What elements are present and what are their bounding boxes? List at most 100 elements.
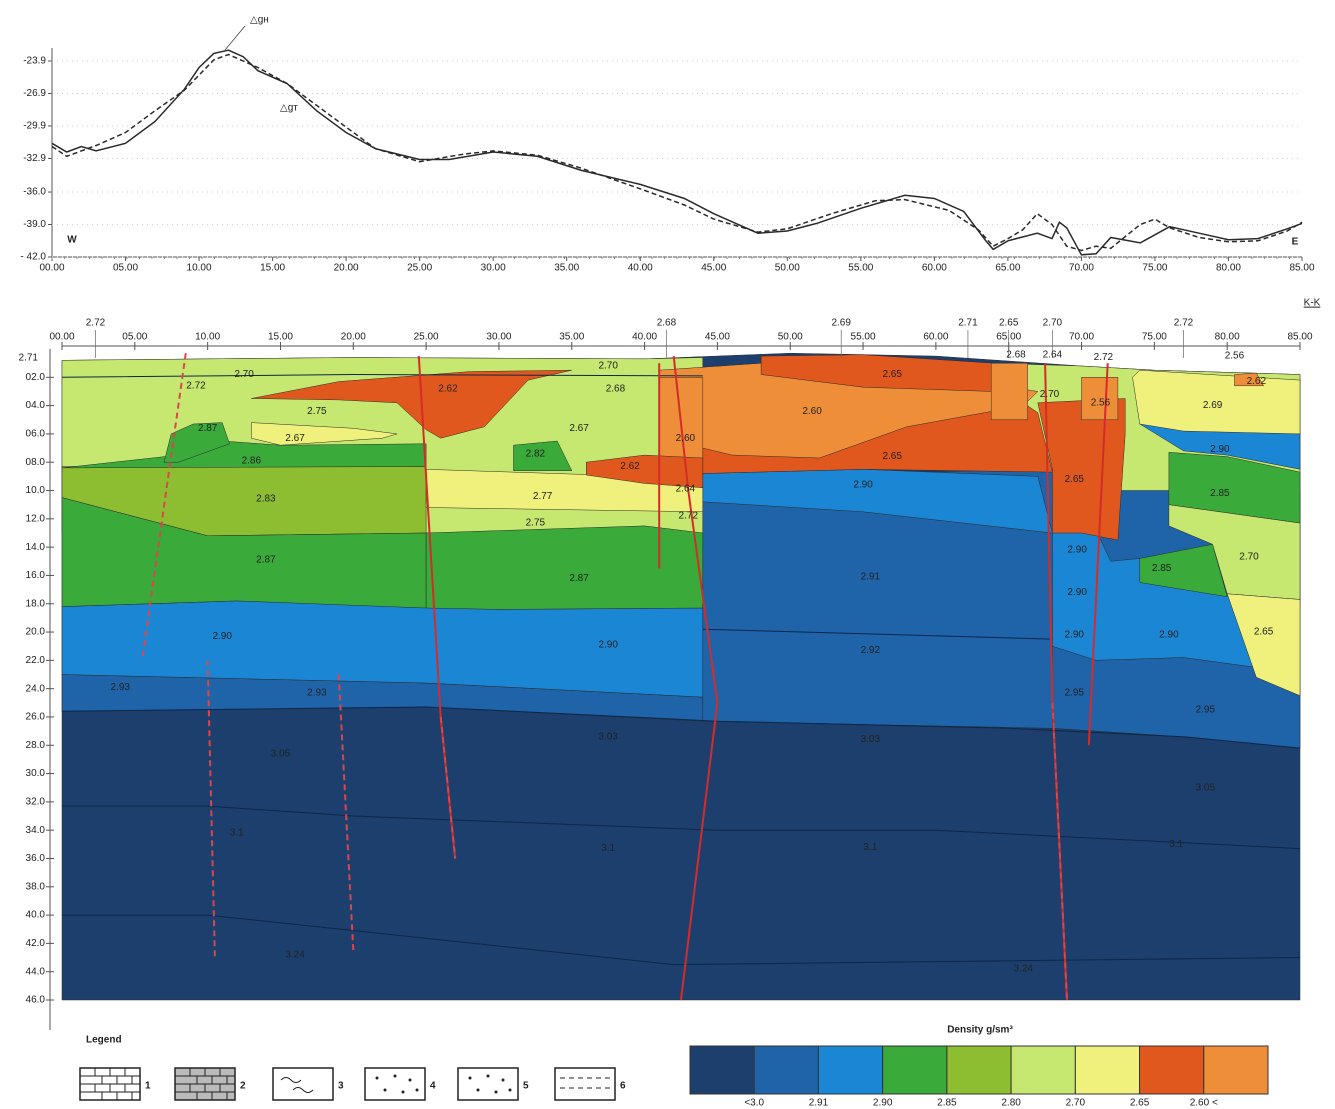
y-tick-label: -26.9 xyxy=(23,88,46,99)
y-tick-label: 18.0 xyxy=(26,598,46,609)
density-body xyxy=(1234,372,1265,387)
scale-label: 2.80 xyxy=(1001,1098,1021,1109)
x-tick-label: 00.00 xyxy=(49,332,74,343)
y-tick-label: -29.9 xyxy=(23,121,46,132)
x-tick-label: 80.00 xyxy=(1216,263,1241,274)
fault-dashed xyxy=(337,674,355,951)
surface-density-label: 2.70 xyxy=(1043,318,1063,329)
density-label: 2.64 xyxy=(676,484,696,495)
density-label: 2.62 xyxy=(620,461,640,472)
x-tick-label: 20.00 xyxy=(334,263,359,274)
density-label: 2.85 xyxy=(1152,563,1172,574)
x-tick-label: 80.00 xyxy=(1215,332,1240,343)
y-tick-label: 42.0 xyxy=(26,938,46,949)
y-tick-label: 46.0 xyxy=(26,995,46,1006)
density-label: 2.56 xyxy=(1225,351,1245,362)
series-name: △gн xyxy=(250,15,269,26)
x-tick-label: 15.00 xyxy=(260,263,285,274)
pattern xyxy=(375,1076,379,1080)
x-tick-label: 10.00 xyxy=(195,332,220,343)
x-tick-label: 05.00 xyxy=(113,263,138,274)
surface-density-label: 2.72 xyxy=(1174,318,1194,329)
y-tick-label: 04.0 xyxy=(26,400,46,411)
y-tick-label: 38.0 xyxy=(26,881,46,892)
scale-label: 2.65 xyxy=(1130,1098,1150,1109)
density-label: 3.05 xyxy=(1196,782,1216,793)
y-tick-label: 16.0 xyxy=(26,570,46,581)
fault xyxy=(1087,363,1109,746)
density-label: 2.60 xyxy=(676,433,696,444)
x-tick-label: 05.00 xyxy=(122,332,147,343)
density-label: 2.72 xyxy=(1094,352,1114,363)
density-label: 2.65 xyxy=(1065,474,1085,485)
density-body xyxy=(1132,369,1301,435)
density-label: 2.70 xyxy=(1239,552,1259,563)
scale-cell xyxy=(689,1045,755,1095)
scale-label: 2.91 xyxy=(809,1098,829,1109)
density-label: 2.77 xyxy=(533,491,553,502)
x-tick-label: 25.00 xyxy=(414,332,439,343)
density-label: 2.64 xyxy=(1043,349,1063,360)
density-label: 2.60 xyxy=(802,406,822,417)
x-tick-label: 70.00 xyxy=(1069,332,1094,343)
x-tick-label: 35.00 xyxy=(554,263,579,274)
density-label: 2.90 xyxy=(1065,630,1085,641)
x-tick-label: 75.00 xyxy=(1142,332,1167,343)
scale-label: 2.70 xyxy=(1066,1098,1086,1109)
gravity-line xyxy=(51,49,1303,256)
density-label: 2.69 xyxy=(1203,400,1223,411)
scale-title: Density g/sm³ xyxy=(947,1025,1013,1036)
x-tick-label: 60.00 xyxy=(922,263,947,274)
legend-swatch xyxy=(554,1067,616,1101)
density-label: 3.1 xyxy=(863,842,877,853)
side-label: E xyxy=(1292,237,1299,248)
pattern xyxy=(468,1076,472,1080)
density-label: 2.72 xyxy=(679,511,699,522)
x-tick-label: 55.00 xyxy=(851,332,876,343)
y-tick-label: 40.0 xyxy=(26,910,46,921)
x-tick-label: 70.00 xyxy=(1069,263,1094,274)
pattern xyxy=(280,1077,314,1093)
series-name: △gт xyxy=(280,103,298,114)
density-label: 3.05 xyxy=(271,748,291,759)
density-body xyxy=(513,440,573,471)
surface-density-label: 2.69 xyxy=(831,318,851,329)
legend-item-label: 2 xyxy=(240,1081,246,1092)
scale-cell xyxy=(882,1045,948,1095)
pattern xyxy=(501,1078,505,1082)
x-tick-label: 10.00 xyxy=(187,263,212,274)
density-label: 2.75 xyxy=(526,518,546,529)
layer-boundary xyxy=(702,628,1053,640)
density-label: 2.82 xyxy=(526,448,546,459)
density-label: 2.90 xyxy=(1067,587,1087,598)
x-tick-label: 85.00 xyxy=(1287,332,1312,343)
density-body xyxy=(990,362,1028,421)
pattern xyxy=(393,1074,397,1078)
density-label: 3.03 xyxy=(861,734,881,745)
scale-cell xyxy=(753,1045,819,1095)
pattern xyxy=(408,1078,412,1082)
density-label: 2.62 xyxy=(1247,376,1267,387)
legend-swatch xyxy=(364,1067,426,1101)
density-label: 2.65 xyxy=(1254,627,1274,638)
density-label: 2.62 xyxy=(438,383,458,394)
scale-cell xyxy=(946,1045,1012,1095)
scale-cell xyxy=(1074,1045,1141,1095)
density-label: 2.93 xyxy=(111,682,131,693)
y-tick-label: 36.0 xyxy=(26,853,46,864)
x-tick-label: 65.00 xyxy=(995,263,1020,274)
x-tick-label: 60.00 xyxy=(923,332,948,343)
x-tick-label: 00.00 xyxy=(39,263,64,274)
layer-boundary xyxy=(62,805,1301,850)
x-tick-label: 30.00 xyxy=(486,332,511,343)
legend-item-label: 5 xyxy=(523,1081,529,1092)
legend-swatch xyxy=(272,1067,334,1101)
pattern xyxy=(476,1088,480,1092)
legend-item-label: 1 xyxy=(145,1081,151,1092)
density-label: 2.56 xyxy=(1091,397,1111,408)
density-body xyxy=(1081,377,1119,421)
density-label: 2.67 xyxy=(285,433,305,444)
x-tick-label: 55.00 xyxy=(848,263,873,274)
pattern xyxy=(415,1088,419,1092)
x-tick-label: 25.00 xyxy=(407,263,432,274)
